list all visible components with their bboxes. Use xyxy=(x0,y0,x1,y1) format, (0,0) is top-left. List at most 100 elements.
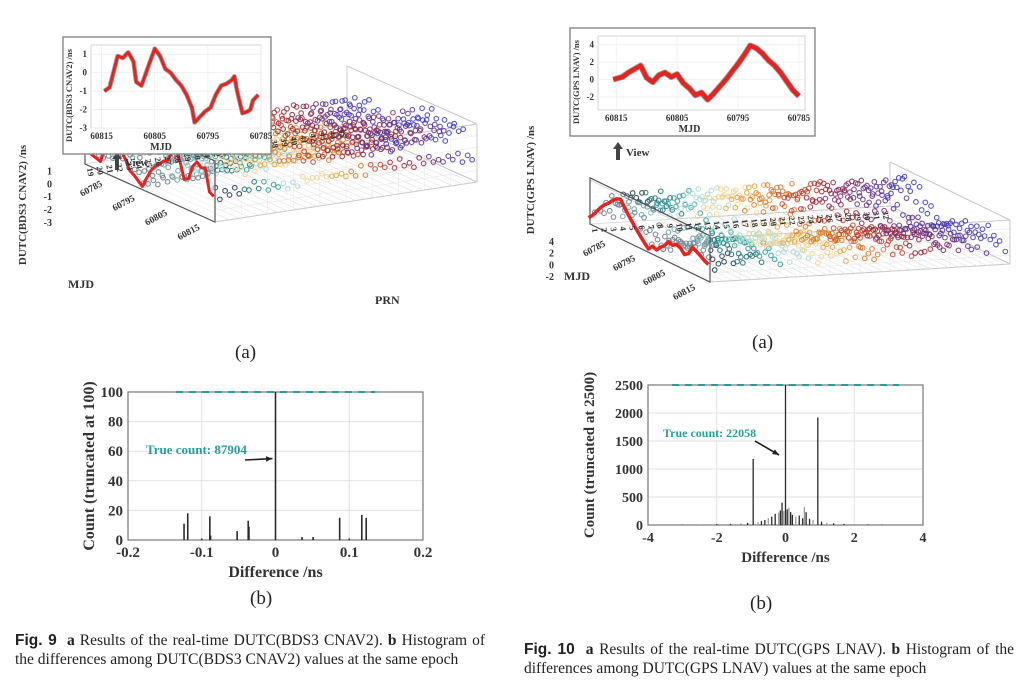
scatter-point xyxy=(743,189,750,196)
scatter-point xyxy=(861,255,868,262)
scatter-point xyxy=(376,121,383,128)
scatter-point xyxy=(290,102,297,108)
prn-tick-label: 43 xyxy=(318,131,329,141)
scatter-point xyxy=(703,217,709,224)
scatter-point xyxy=(662,233,668,240)
scatter-point xyxy=(175,167,181,174)
scatter-point xyxy=(818,188,825,195)
scatter-point xyxy=(431,121,438,128)
scatter-point xyxy=(418,139,425,146)
z-tick-label: -2 xyxy=(44,205,52,216)
scatter-point xyxy=(280,126,287,132)
view-arrow-shaft xyxy=(616,148,620,160)
scatter-point xyxy=(697,234,704,241)
scatter-point xyxy=(774,224,781,230)
scatter-point xyxy=(822,195,829,202)
scatter-point xyxy=(909,214,916,221)
prn-tick-label: 39 xyxy=(279,137,290,147)
scatter-point xyxy=(469,156,475,163)
scatter-point xyxy=(231,184,238,191)
scatter-point xyxy=(409,106,416,113)
scatter-point xyxy=(406,160,413,166)
scatter-point xyxy=(340,142,346,149)
scatter-point xyxy=(765,230,771,237)
scatter-point xyxy=(871,178,878,185)
scatter-point xyxy=(900,212,906,218)
scatter-point xyxy=(829,244,836,250)
scatter-point xyxy=(846,244,853,251)
scatter-point xyxy=(803,194,810,201)
scatter-point xyxy=(951,229,957,236)
scatter-point xyxy=(869,193,876,199)
fig9-a-letter: a xyxy=(66,632,75,649)
scatter-point xyxy=(290,157,297,164)
scatter-point xyxy=(265,187,272,193)
scatter-point xyxy=(787,211,794,217)
floor-gridline xyxy=(196,146,327,206)
scatter-point xyxy=(706,194,713,201)
scatter-point xyxy=(656,222,663,228)
scatter-point xyxy=(919,233,926,239)
scatter-point xyxy=(290,179,296,186)
inset-x-axis-label: MJD xyxy=(150,142,172,153)
scatter-point xyxy=(852,254,859,261)
scatter-point xyxy=(717,247,723,253)
scatter-point xyxy=(323,120,330,127)
scatter-point xyxy=(248,163,255,170)
scatter-point xyxy=(752,238,758,245)
scatter-point xyxy=(970,234,976,241)
scatter-point xyxy=(712,224,719,231)
x-tick-label: 0.2 xyxy=(414,545,433,561)
scatter-point xyxy=(301,148,307,155)
scatter-point xyxy=(670,195,677,201)
scatter-point xyxy=(321,129,328,135)
floor-gridline xyxy=(303,130,434,189)
scatter-point xyxy=(979,226,986,233)
floor-gridline xyxy=(99,161,230,221)
scatter-point xyxy=(356,102,363,109)
scatter-point xyxy=(737,232,743,238)
prn-tick-label: 11 xyxy=(683,222,694,232)
scatter-point xyxy=(896,222,903,229)
scatter-point xyxy=(411,122,417,128)
scatter-point xyxy=(247,159,254,166)
inset-y-tick-label: 0 xyxy=(83,68,88,78)
prn-tick-label: 8 xyxy=(655,223,666,229)
floor-gridline xyxy=(688,217,809,277)
scatter-point xyxy=(367,161,374,168)
scatter-point xyxy=(776,231,783,237)
prn-tick-label: 25 xyxy=(815,214,826,224)
scatter-point xyxy=(360,107,367,113)
scatter-point xyxy=(322,101,329,108)
scatter-point xyxy=(873,183,880,190)
scatter-point xyxy=(881,207,888,214)
scatter-point xyxy=(308,131,315,138)
scatter-point xyxy=(758,259,765,266)
scatter-point xyxy=(830,179,837,186)
scatter-point xyxy=(727,227,734,234)
mjd-tick-label: 60805 xyxy=(642,268,668,288)
scatter-point xyxy=(361,98,368,105)
scatter-point xyxy=(428,106,435,112)
scatter-point xyxy=(277,144,284,150)
inset-x-tick-label: 60785 xyxy=(788,113,811,123)
z-tick-label: -2 xyxy=(546,272,554,283)
scatter-point xyxy=(351,105,357,112)
scatter-point xyxy=(777,261,784,268)
scatter-point xyxy=(824,182,831,189)
scatter-point xyxy=(911,179,917,186)
scatter-point xyxy=(730,188,737,195)
prn-tick-label: 29 xyxy=(852,212,863,222)
scatter-point xyxy=(377,129,384,136)
scatter-point xyxy=(337,106,344,112)
scatter-point xyxy=(1002,248,1009,255)
scatter-point xyxy=(800,190,806,197)
scatter-point xyxy=(893,244,900,250)
scatter-point xyxy=(275,120,282,127)
scatter-point xyxy=(445,153,452,159)
scatter-point xyxy=(827,233,833,240)
scatter-point xyxy=(734,258,740,265)
scatter-point xyxy=(817,230,824,237)
scatter-point xyxy=(354,145,360,152)
scatter-point xyxy=(729,234,736,240)
